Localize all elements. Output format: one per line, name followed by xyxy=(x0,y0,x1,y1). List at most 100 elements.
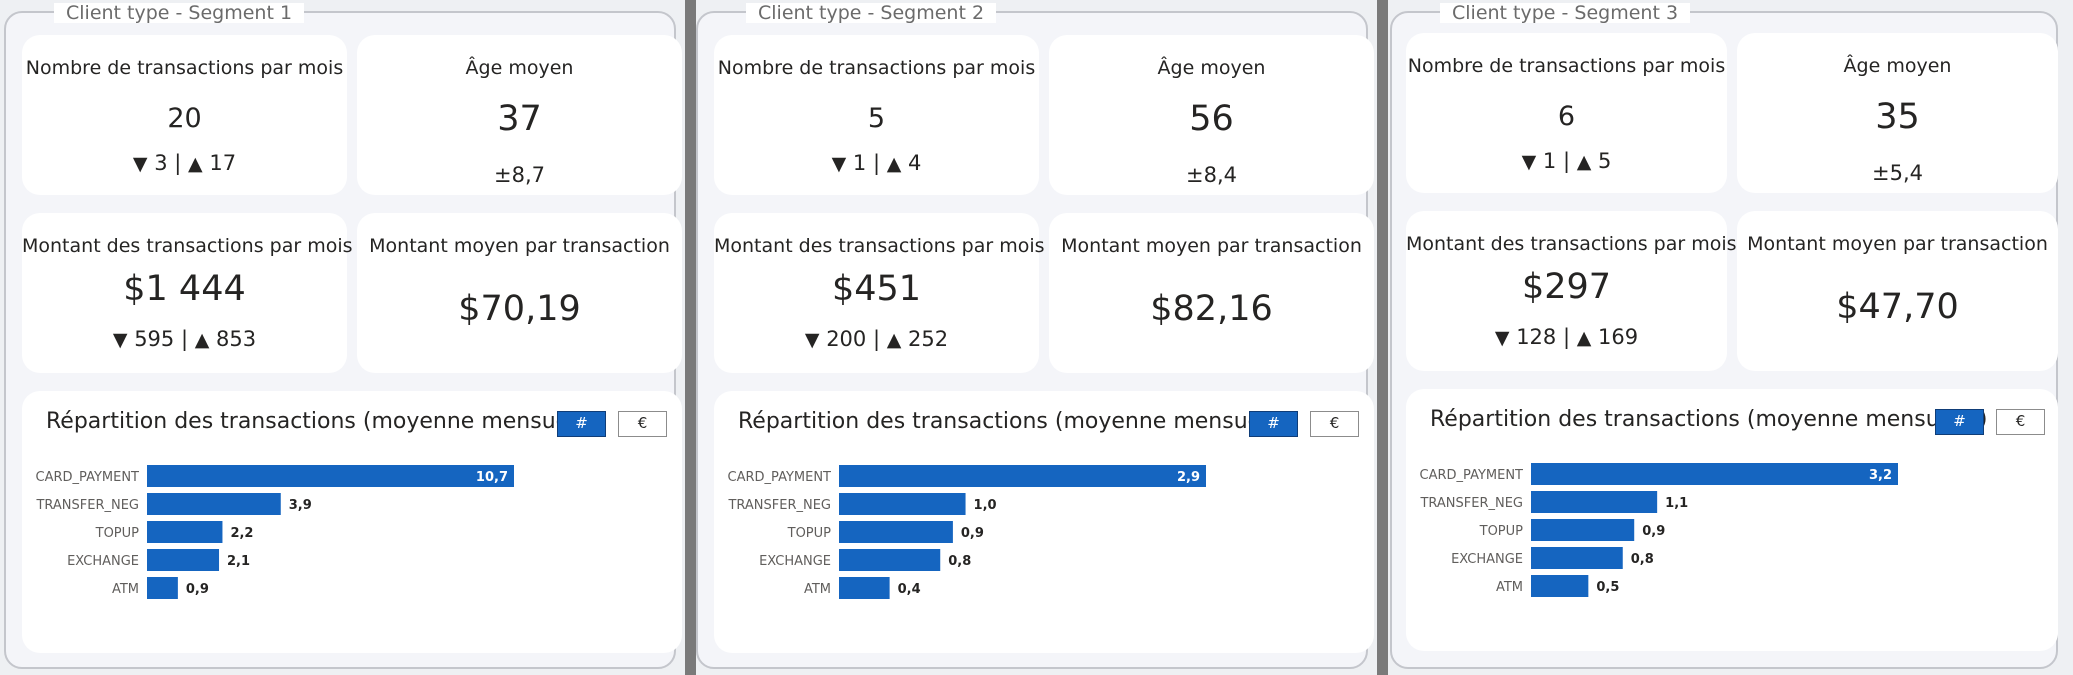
data-label: 2,1 xyxy=(227,554,250,569)
panel-divider xyxy=(685,0,696,675)
card-value: $82,16 xyxy=(1150,289,1273,329)
card-value: $1 444 xyxy=(123,269,246,309)
card-value: 5 xyxy=(867,103,886,134)
card-title: Montant moyen par transaction xyxy=(1061,235,1362,257)
card-title: Nombre de transactions par mois xyxy=(717,57,1036,79)
segment-panel-3: Client type - Segment 3 Nombre de transa… xyxy=(1390,3,2058,669)
data-label: 2,2 xyxy=(230,526,253,541)
triangle-up-icon: ▲ xyxy=(194,329,210,351)
bar[interactable] xyxy=(839,465,1206,487)
average-age-card: Âge moyen 56 ±8,4 xyxy=(1049,35,1374,195)
bar[interactable] xyxy=(1531,519,1635,541)
bar[interactable] xyxy=(839,493,966,515)
segment-panel-2: Client type - Segment 2 Nombre de transa… xyxy=(696,3,1374,669)
data-label: 2,9 xyxy=(1177,470,1200,485)
transactions-count-card: Nombre de transactions par mois 20 ▼ 3 |… xyxy=(22,35,347,195)
category-label: TRANSFER_NEG xyxy=(1419,496,1523,511)
transactions-amount-card: Montant des transactions par mois $1 444… xyxy=(22,213,353,373)
bar[interactable] xyxy=(839,521,953,543)
count-toggle-button[interactable]: # xyxy=(557,411,606,437)
bar[interactable] xyxy=(147,493,281,515)
data-label: 0,4 xyxy=(898,582,921,597)
data-label: 0,9 xyxy=(186,582,209,597)
chart-title: Répartition des transactions (moyenne me… xyxy=(46,409,604,434)
std-deviation: ±8,7 xyxy=(494,163,545,187)
chart-title: Répartition des transactions (moyenne me… xyxy=(738,409,1296,434)
segment-label: Client type - Segment 1 xyxy=(54,3,305,23)
transactions-breakdown-card: Répartition des transactions (moyenne me… xyxy=(714,391,1374,653)
card-title: Montant des transactions par mois xyxy=(1406,233,1737,255)
max-value: 169 xyxy=(1598,325,1639,349)
bar[interactable] xyxy=(839,549,941,571)
card-value: 35 xyxy=(1875,97,1920,137)
data-label: 0,9 xyxy=(961,526,984,541)
data-label: 0,8 xyxy=(948,554,971,569)
max-value: 4 xyxy=(908,151,922,175)
bar[interactable] xyxy=(1531,547,1623,569)
bar[interactable] xyxy=(1531,575,1589,597)
card-value: 6 xyxy=(1557,101,1576,132)
card-title: Nombre de transactions par mois xyxy=(1407,55,1726,77)
card-title: Âge moyen xyxy=(1843,55,1952,77)
chart-title: Répartition des transactions (moyenne me… xyxy=(1430,407,1988,432)
average-age-card: Âge moyen 37 ±8,7 xyxy=(357,35,682,195)
bar[interactable] xyxy=(147,549,220,571)
bar-chart: CARD_PAYMENT 2,9 TRANSFER_NEG 1,0 TOPUP 0,9 EX… xyxy=(727,465,1206,599)
bar[interactable] xyxy=(147,521,223,543)
bar-chart: CARD_PAYMENT 3,2 TRANSFER_NEG 1,1 TOPUP 0,9 EX… xyxy=(1419,463,1898,597)
min-max-range: ▼ 128 | ▲ 169 xyxy=(1494,325,1639,349)
triangle-up-icon: ▲ xyxy=(886,329,902,351)
category-label: CARD_PAYMENT xyxy=(728,470,832,485)
data-label: 1,1 xyxy=(1665,496,1688,511)
bar[interactable] xyxy=(1531,491,1658,513)
segment-panel-1: Client type - Segment 1 Nombre de transa… xyxy=(4,3,682,669)
triangle-up-icon: ▲ xyxy=(1576,151,1592,173)
triangle-up-icon: ▲ xyxy=(1576,327,1592,349)
bar[interactable] xyxy=(1531,463,1898,485)
bar[interactable] xyxy=(147,577,178,599)
transactions-count-card: Nombre de transactions par mois 6 ▼ 1 | … xyxy=(1406,33,1727,193)
category-label: EXCHANGE xyxy=(1451,552,1523,567)
amount-toggle-button[interactable]: € xyxy=(1310,411,1359,437)
transactions-count-card: Nombre de transactions par mois 5 ▼ 1 | … xyxy=(714,35,1039,195)
triangle-up-icon: ▲ xyxy=(886,153,902,175)
data-label: 0,5 xyxy=(1596,580,1619,595)
min-max-range: ▼ 1 | ▲ 5 xyxy=(1521,149,1612,173)
card-value: $70,19 xyxy=(458,289,581,329)
min-value: 595 xyxy=(134,327,175,351)
card-value: 20 xyxy=(167,103,202,134)
bar-chart: CARD_PAYMENT 10,7 TRANSFER_NEG 3,9 TOPUP 2,2 E… xyxy=(35,465,514,599)
bar[interactable] xyxy=(147,465,514,487)
card-value: $47,70 xyxy=(1836,287,1959,327)
card-value: 37 xyxy=(497,99,542,139)
min-max-range: ▼ 595 | ▲ 853 xyxy=(112,327,257,351)
category-label: TOPUP xyxy=(787,526,832,541)
transactions-breakdown-card: Répartition des transactions (moyenne me… xyxy=(22,391,682,653)
card-title: Nombre de transactions par mois xyxy=(25,57,344,79)
card-title: Montant des transactions par mois xyxy=(22,235,353,257)
category-label: EXCHANGE xyxy=(67,554,139,569)
category-label: ATM xyxy=(1496,580,1523,595)
triangle-down-icon: ▼ xyxy=(804,329,820,351)
std-deviation: ±5,4 xyxy=(1872,161,1923,185)
card-value: 56 xyxy=(1189,99,1234,139)
min-value: 1 xyxy=(1542,149,1557,173)
data-label: 3,2 xyxy=(1869,468,1892,483)
min-max-range: ▼ 1 | ▲ 4 xyxy=(831,151,922,175)
amount-toggle-button[interactable]: € xyxy=(618,411,667,437)
data-label: 10,7 xyxy=(476,470,508,485)
amount-toggle-button[interactable]: € xyxy=(1996,409,2045,435)
category-label: EXCHANGE xyxy=(759,554,831,569)
card-title: Âge moyen xyxy=(465,57,574,79)
count-toggle-button[interactable]: # xyxy=(1935,409,1984,435)
average-age-card: Âge moyen 35 ±5,4 xyxy=(1737,33,2058,193)
category-label: TRANSFER_NEG xyxy=(727,498,831,513)
category-label: CARD_PAYMENT xyxy=(1420,468,1524,483)
bar[interactable] xyxy=(839,577,890,599)
triangle-down-icon: ▼ xyxy=(1521,151,1537,173)
category-label: TRANSFER_NEG xyxy=(35,498,139,513)
data-label: 0,8 xyxy=(1631,552,1654,567)
category-label: ATM xyxy=(804,582,831,597)
count-toggle-button[interactable]: # xyxy=(1249,411,1298,437)
